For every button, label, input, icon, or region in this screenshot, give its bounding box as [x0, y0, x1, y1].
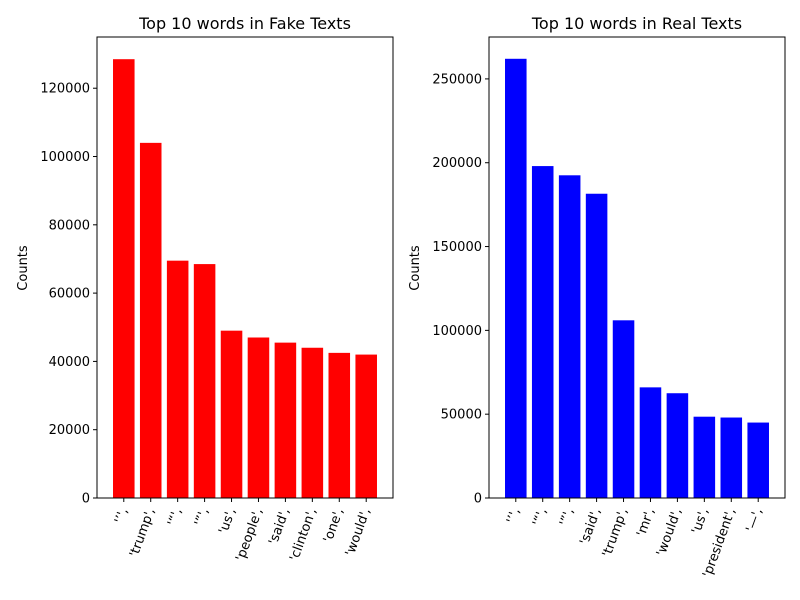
x-tick-label: 'people',: [233, 506, 266, 563]
y-tick-label: 100000: [432, 324, 482, 339]
y-tick-label: 100000: [40, 150, 90, 165]
x-tick-label: 'would',: [654, 506, 685, 558]
chart-title: Top 10 words in Real Texts: [531, 14, 742, 33]
bar: [558, 175, 581, 499]
y-tick-label: 0: [82, 492, 90, 507]
bar: [720, 417, 743, 498]
x-tick-label: '“',: [530, 506, 550, 528]
bar: [531, 166, 554, 498]
bar: [301, 347, 324, 498]
y-tick-label: 120000: [40, 82, 90, 97]
plot-frame: [488, 36, 786, 499]
bars: [113, 59, 377, 499]
bar: [247, 337, 270, 498]
x-tick-label: 'said',: [266, 506, 293, 547]
bars: [505, 58, 769, 499]
bar: [612, 320, 635, 498]
y-tick-label: 50000: [441, 408, 482, 423]
y-tick-label: 150000: [432, 240, 482, 255]
y-tick-label: 80000: [49, 218, 90, 233]
fake-texts-chart: Top 10 words in Fake Texts Counts 0 20000…: [16, 14, 394, 563]
bar: [166, 260, 189, 498]
bar: [505, 58, 527, 498]
bar: [274, 342, 297, 498]
bar: [193, 264, 216, 498]
bar: [666, 393, 689, 498]
x-tick-label: 'one',: [321, 506, 347, 544]
x-tick-label: '’',: [504, 506, 523, 526]
y-axis-label: Counts: [408, 245, 423, 291]
chart-title: Top 10 words in Fake Texts: [138, 14, 351, 33]
real-texts-chart: Top 10 words in Real Texts Counts 0 50000…: [408, 14, 786, 580]
y-tick-label: 250000: [432, 72, 482, 87]
x-tick-label: 'mr',: [634, 506, 658, 539]
y-tick-label: 60000: [49, 287, 90, 302]
x-ticks: '’','trump', '“', '”','us','people','said'…: [112, 498, 374, 563]
y-tick-label: 0: [474, 492, 482, 507]
bar: [747, 422, 769, 498]
x-tick-label: 'us',: [216, 506, 239, 536]
x-tick-label: 'said',: [577, 506, 604, 547]
y-tick-label: 40000: [49, 355, 90, 370]
bar: [693, 416, 716, 498]
y-axis-label: Counts: [16, 245, 31, 291]
y-tick-label: 20000: [49, 423, 90, 438]
y-ticks: 0 20000 40000 60000 80000 100000 120000: [40, 82, 97, 507]
x-tick-label: 'clinton',: [287, 506, 320, 563]
bar: [585, 193, 608, 499]
x-tick-label: 'trump',: [600, 506, 632, 559]
x-tick-label: '”',: [557, 506, 577, 528]
x-tick-label: '’',: [112, 506, 131, 526]
x-tick-label: 'us',: [689, 506, 712, 536]
bar: [220, 330, 243, 498]
bar: [639, 387, 662, 498]
x-tick-label: 'would',: [343, 506, 374, 558]
plot-frame: [96, 36, 394, 499]
bar: [355, 354, 377, 498]
x-tick-label: '”',: [192, 506, 212, 528]
x-tick-label: '“',: [165, 506, 185, 528]
x-tick-label: '—',: [744, 506, 766, 534]
y-tick-label: 200000: [432, 156, 482, 171]
bar: [139, 142, 162, 499]
x-tick-label: 'trump',: [127, 506, 159, 559]
bar: [113, 59, 135, 498]
bar: [328, 352, 351, 498]
x-ticks: '’', '“', '”','said','trump','mr','would',…: [504, 498, 766, 580]
y-ticks: 0 50000 100000 150000 200000 250000: [432, 72, 489, 507]
